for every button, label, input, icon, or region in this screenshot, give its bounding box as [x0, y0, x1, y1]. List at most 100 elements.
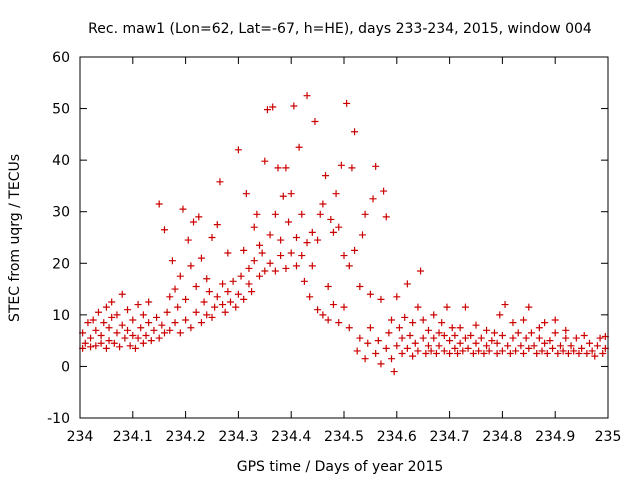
data-point: [517, 342, 525, 350]
data-point: [377, 295, 385, 303]
data-point: [277, 252, 285, 260]
data-point: [564, 350, 572, 358]
data-point: [285, 218, 293, 226]
data-point: [271, 210, 279, 218]
data-point: [253, 210, 261, 218]
data-point: [314, 236, 322, 244]
data-point: [118, 321, 126, 329]
data-point: [192, 282, 200, 290]
data-point: [258, 249, 266, 257]
x-tick-label: 234.2: [166, 429, 206, 445]
data-point: [256, 241, 264, 249]
data-point: [588, 347, 596, 355]
data-point: [234, 290, 242, 298]
data-point: [409, 352, 417, 360]
x-tick-label: 235: [595, 429, 622, 445]
data-point: [493, 350, 501, 358]
data-point: [200, 298, 208, 306]
data-point: [190, 218, 198, 226]
data-point: [351, 246, 359, 254]
data-point: [535, 324, 543, 332]
data-point: [153, 313, 161, 321]
data-point: [232, 303, 240, 311]
data-point: [335, 223, 343, 231]
data-point: [182, 295, 190, 303]
data-point: [94, 308, 102, 316]
data-point: [527, 329, 535, 337]
data-point: [155, 334, 163, 342]
data-point: [461, 303, 469, 311]
data-point: [591, 352, 599, 360]
data-point: [345, 324, 353, 332]
data-point: [134, 301, 142, 309]
x-tick-label: 234.8: [482, 429, 522, 445]
data-point: [205, 288, 213, 296]
data-point: [472, 321, 480, 329]
data-point: [171, 319, 179, 327]
data-point: [446, 350, 454, 358]
data-point: [139, 311, 147, 319]
data-point: [488, 337, 496, 345]
data-point: [337, 161, 345, 169]
data-point: [556, 342, 564, 350]
data-point: [279, 192, 287, 200]
x-tick-label: 234.4: [271, 429, 311, 445]
data-point: [395, 324, 403, 332]
data-point: [261, 267, 269, 275]
x-tick-label: 234.1: [113, 429, 153, 445]
data-point: [176, 272, 184, 280]
data-point: [240, 246, 248, 254]
data-point: [580, 331, 588, 339]
data-point: [570, 347, 578, 355]
x-tick-label: 234.9: [535, 429, 575, 445]
data-point: [245, 264, 253, 272]
data-point: [124, 326, 132, 334]
data-point: [535, 334, 543, 342]
data-point: [483, 342, 491, 350]
data-point: [303, 239, 311, 247]
data-point: [509, 334, 517, 342]
data-point: [496, 311, 504, 319]
data-point: [155, 200, 163, 208]
data-point: [100, 319, 108, 327]
data-point: [361, 210, 369, 218]
data-point: [366, 290, 374, 298]
data-point: [303, 92, 311, 100]
data-point: [448, 324, 456, 332]
data-point: [351, 128, 359, 136]
y-tick-label: -10: [47, 411, 70, 427]
data-point: [472, 339, 480, 347]
data-point: [417, 267, 425, 275]
data-point: [311, 117, 319, 125]
data-point: [266, 231, 274, 239]
data-point: [477, 334, 485, 342]
data-point: [343, 99, 351, 107]
data-point: [520, 350, 528, 358]
data-point: [369, 195, 377, 203]
data-point: [424, 342, 432, 350]
data-point: [300, 277, 308, 285]
data-point: [485, 347, 493, 355]
data-point: [461, 334, 469, 342]
data-point: [388, 316, 396, 324]
data-point: [263, 106, 271, 114]
data-point: [459, 347, 467, 355]
data-point: [221, 308, 229, 316]
y-tick-label: 20: [52, 256, 70, 272]
data-point: [380, 187, 388, 195]
data-point: [213, 293, 221, 301]
data-point: [422, 350, 430, 358]
data-point: [559, 347, 567, 355]
data-point: [538, 347, 546, 355]
data-point: [110, 339, 118, 347]
data-point: [129, 331, 137, 339]
data-point: [583, 350, 591, 358]
data-point: [102, 303, 110, 311]
y-tick-label: 60: [52, 50, 70, 66]
data-point: [469, 350, 477, 358]
data-point: [324, 282, 332, 290]
y-axis-label: STEC from uqrg / TECUs: [7, 154, 23, 322]
data-point: [319, 200, 327, 208]
data-point: [424, 326, 432, 334]
data-point: [438, 319, 446, 327]
